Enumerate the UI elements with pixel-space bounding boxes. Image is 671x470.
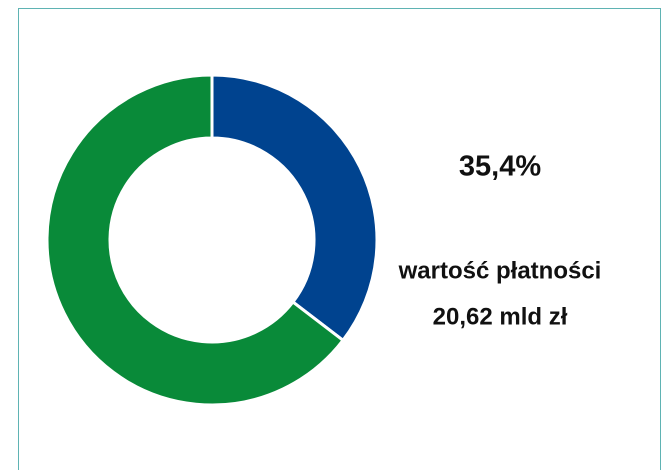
annotation: wartość płatności: [398, 257, 602, 284]
donut-slice: [45, 73, 346, 407]
annotation: 20,62 mld zł: [433, 303, 568, 330]
value-label: 35,4%: [459, 151, 541, 183]
donut-slice: [210, 73, 379, 343]
